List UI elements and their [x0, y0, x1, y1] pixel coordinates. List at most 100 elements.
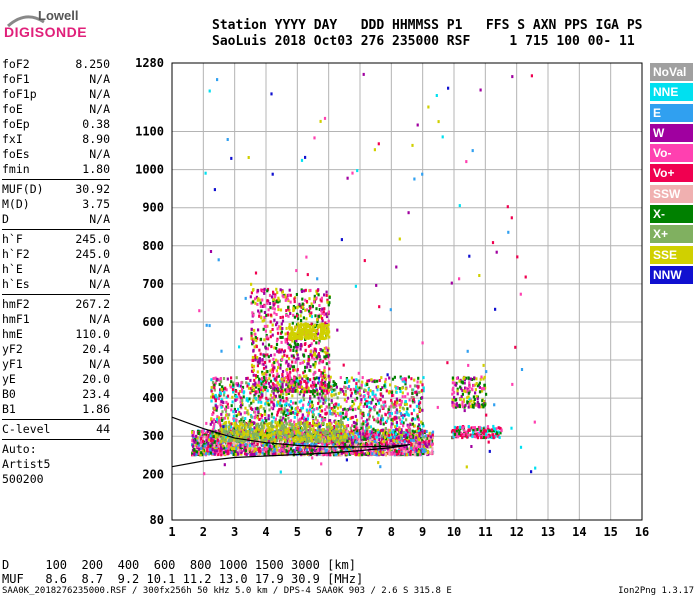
- echo-point: [374, 431, 377, 435]
- echo-point: [302, 371, 305, 375]
- echo-point: [226, 402, 229, 406]
- echo-point: [256, 337, 259, 341]
- echo-point: [249, 421, 252, 424]
- echo-point: [423, 429, 426, 433]
- echo-point: [292, 368, 295, 372]
- echo-point: [281, 319, 285, 323]
- echo-point: [211, 445, 214, 449]
- echo-point: [341, 440, 344, 444]
- echo-point: [360, 416, 363, 420]
- echo-point: [346, 446, 349, 450]
- echo-point: [297, 335, 300, 338]
- echo-point: [403, 449, 406, 453]
- echo-point: [411, 451, 414, 454]
- echo-point: [287, 307, 290, 311]
- echo-point: [216, 439, 219, 442]
- echo-point: [282, 392, 285, 396]
- echo-point: [281, 315, 284, 319]
- echo-point: [395, 449, 398, 453]
- echo-point: [333, 402, 336, 406]
- echo-point: [276, 411, 279, 414]
- echo-point: [250, 428, 254, 432]
- echo-point: [382, 422, 385, 426]
- echo-point: [245, 411, 249, 415]
- echo-point: [365, 427, 368, 431]
- echo-point: [331, 412, 334, 416]
- echo-point: [344, 412, 347, 416]
- echo-point: [334, 451, 337, 455]
- echo-point: [280, 358, 284, 362]
- echo-point: [263, 448, 266, 452]
- echo-point: [387, 411, 390, 415]
- echo-point: [191, 439, 194, 443]
- echo-point: [421, 439, 424, 443]
- echo-point: [327, 303, 330, 307]
- echo-point: [381, 386, 384, 390]
- echo-point: [321, 307, 324, 311]
- echo-point: [215, 441, 218, 445]
- echo-point: [304, 335, 307, 339]
- echo-point: [215, 432, 218, 436]
- echo-point: [229, 383, 232, 387]
- echo-point: [271, 363, 274, 367]
- echo-point: [335, 423, 338, 427]
- echo-point: [341, 447, 344, 451]
- echo-point: [352, 387, 355, 391]
- echo-point: [319, 314, 322, 318]
- echo-point: [211, 451, 214, 455]
- echo-point: [320, 389, 323, 393]
- echo-point: [335, 425, 338, 429]
- echo-point: [291, 449, 294, 453]
- echo-point: [372, 434, 375, 438]
- echo-point: [320, 450, 323, 454]
- echo-point: [249, 391, 252, 395]
- echo-point: [250, 449, 253, 453]
- echo-point: [289, 386, 292, 390]
- echo-point: [263, 372, 266, 376]
- echo-point: [417, 429, 420, 433]
- echo-point: [375, 441, 378, 445]
- echo-point: [256, 375, 259, 378]
- echo-point: [404, 448, 407, 451]
- echo-point: [286, 447, 289, 451]
- echo-point: [213, 449, 217, 453]
- echo-point: [324, 418, 327, 422]
- echo-point: [359, 447, 362, 451]
- echo-point: [250, 363, 254, 367]
- echo-point: [284, 418, 287, 422]
- echo-point: [253, 444, 256, 448]
- echo-point: [392, 405, 395, 409]
- echo-point: [262, 448, 265, 452]
- echo-point: [338, 449, 341, 453]
- echo-point: [422, 386, 425, 390]
- echo-point: [251, 311, 254, 315]
- echo-point: [280, 410, 283, 414]
- echo-point: [289, 419, 293, 423]
- echo-point: [287, 305, 290, 309]
- echo-point: [333, 448, 336, 452]
- echo-point: [214, 399, 217, 403]
- echo-point: [237, 430, 240, 434]
- echo-point: [340, 414, 343, 418]
- echo-point: [290, 411, 293, 415]
- echo-point: [279, 288, 282, 292]
- echo-point: [388, 412, 391, 416]
- echo-point: [376, 379, 379, 383]
- echo-point: [205, 439, 208, 443]
- echo-point: [324, 386, 327, 390]
- echo-point: [335, 404, 338, 408]
- echo-point: [360, 401, 363, 405]
- echo-point: [299, 447, 302, 451]
- echo-point: [210, 395, 213, 399]
- echo-point: [316, 289, 319, 293]
- echo-point: [352, 438, 355, 442]
- echo-point: [371, 452, 374, 456]
- echo-point: [201, 453, 204, 457]
- echo-point: [324, 450, 328, 454]
- echo-point: [310, 322, 313, 326]
- echo-point: [404, 395, 407, 399]
- echo-point: [226, 394, 230, 398]
- echo-point: [324, 408, 327, 412]
- echo-point: [272, 416, 275, 420]
- echo-point: [239, 443, 242, 447]
